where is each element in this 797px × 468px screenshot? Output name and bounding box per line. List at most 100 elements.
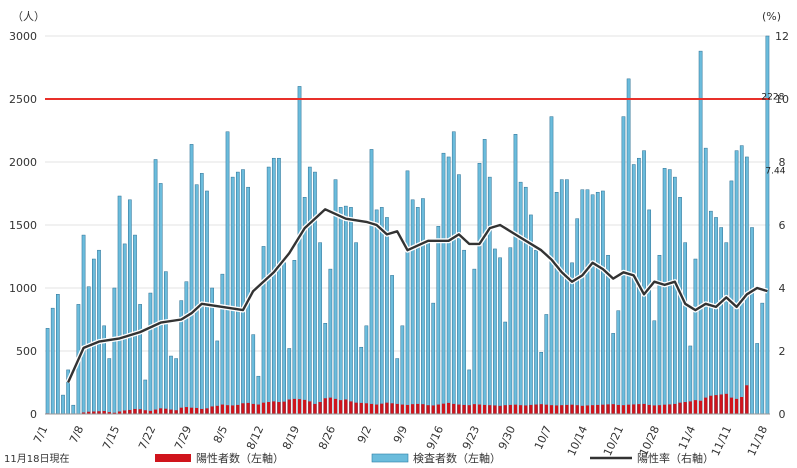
positive-bar <box>539 404 543 414</box>
test-bar <box>559 179 564 415</box>
positive-bar <box>745 385 749 414</box>
positive-bar <box>601 404 605 414</box>
test-bar <box>271 157 276 415</box>
positive-bar <box>575 405 579 414</box>
test-bar <box>277 157 281 415</box>
positive-bar <box>123 410 127 414</box>
test-bar <box>683 242 688 415</box>
test-bar <box>390 275 394 415</box>
positive-bar <box>277 402 281 414</box>
category-label: 10/21 <box>601 424 626 458</box>
positive-bar <box>606 404 610 414</box>
positive-bar <box>184 407 188 414</box>
test-bar <box>426 242 430 415</box>
left-axis-unit: （人） <box>12 10 45 23</box>
positive-bar <box>457 404 461 414</box>
category-label: 11/4 <box>676 424 698 452</box>
test-bar <box>415 207 420 415</box>
category-label: 11/18 <box>745 424 770 458</box>
positive-bar <box>159 408 163 414</box>
positive-bar <box>447 402 451 414</box>
positive-bar <box>467 405 471 414</box>
positive-bar <box>678 402 682 414</box>
test-bar <box>174 358 178 415</box>
positive-bar <box>308 401 312 414</box>
positive-bar <box>570 404 574 414</box>
positive-bar <box>524 405 528 414</box>
category-label: 8/12 <box>244 424 266 452</box>
positive-bar <box>102 410 106 414</box>
test-bar <box>534 249 538 415</box>
right-tick-label: 6 <box>779 219 786 232</box>
category-label: 9/16 <box>424 424 446 452</box>
test-bar <box>518 181 523 415</box>
left-tick-label: 1000 <box>9 282 37 295</box>
rate-line-group <box>65 206 769 384</box>
positive-bar <box>565 404 569 414</box>
positive-bar <box>205 408 209 414</box>
test-bar <box>97 249 101 415</box>
test-bar <box>601 190 605 415</box>
positive-bar <box>87 411 91 414</box>
test-bar <box>673 176 677 415</box>
test-bar <box>482 139 487 415</box>
category-label: 7/8 <box>67 424 86 446</box>
category-label: 7/15 <box>100 424 122 452</box>
category-label: 7/1 <box>31 424 50 446</box>
positive-bar <box>668 404 672 414</box>
test-bar <box>297 86 302 415</box>
test-bar <box>457 174 461 415</box>
test-bar <box>354 242 358 415</box>
test-bar <box>642 150 646 415</box>
test-bar <box>698 50 703 415</box>
positive-bar <box>642 403 646 414</box>
test-bar <box>462 249 466 415</box>
test-bar <box>421 198 425 415</box>
positive-bar <box>241 403 245 414</box>
positive-bar <box>529 404 533 414</box>
positive-bar <box>333 398 338 414</box>
positive-bar <box>704 397 708 414</box>
test-bar <box>400 325 405 415</box>
positive-bar <box>210 406 214 414</box>
positive-bar <box>452 403 456 414</box>
legend-swatch-positive <box>155 454 191 462</box>
test-bar <box>251 334 256 415</box>
test-bar <box>523 186 528 415</box>
positive-bar <box>436 404 440 414</box>
positive-bar <box>143 410 147 414</box>
test-bar <box>194 184 199 415</box>
positive-bar <box>673 403 677 414</box>
positive-bar <box>693 400 698 414</box>
test-bar <box>513 134 518 415</box>
test-bar <box>220 273 225 415</box>
test-bar <box>56 294 60 415</box>
positive-bar <box>297 399 302 414</box>
test-bar <box>184 281 189 415</box>
positive-bar <box>344 399 348 414</box>
positive-bar <box>472 404 476 414</box>
positive-bar <box>503 405 507 414</box>
positive-bar <box>724 393 728 414</box>
positive-bar <box>153 409 158 414</box>
test-bar <box>81 234 86 415</box>
positive-bar <box>164 408 168 414</box>
test-bar <box>565 179 569 415</box>
positive-bar <box>637 404 641 414</box>
positive-bar <box>128 409 132 414</box>
positive-bar <box>652 405 656 414</box>
positive-bar <box>112 412 117 414</box>
test-bar <box>724 242 729 415</box>
category-label: 9/2 <box>355 424 374 446</box>
positive-bar <box>328 397 332 414</box>
right-tick-label: 0 <box>779 408 786 421</box>
positive-bar <box>534 404 538 414</box>
positive-bar <box>138 409 142 414</box>
positive-bar <box>369 403 374 414</box>
positive-bar <box>714 395 718 414</box>
test-bar <box>647 209 652 415</box>
positive-bar <box>616 404 620 414</box>
test-bar <box>235 171 240 415</box>
legend: 陽性者数（左軸） 検査者数（左軸） 陽性率（右軸） <box>155 451 714 465</box>
test-bar <box>611 333 616 415</box>
